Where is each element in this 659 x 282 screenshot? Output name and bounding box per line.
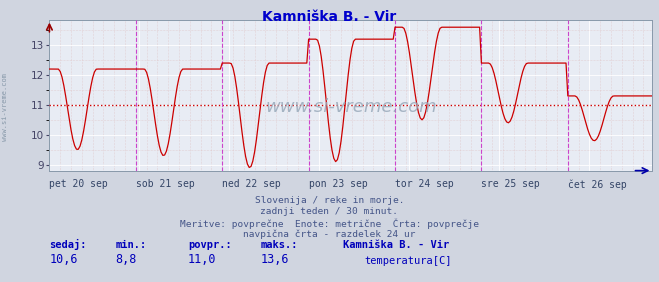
Text: pet 20 sep: pet 20 sep [49, 179, 108, 189]
Text: čet 26 sep: čet 26 sep [568, 179, 627, 190]
Text: 13,6: 13,6 [260, 254, 289, 266]
Text: sedaj:: sedaj: [49, 239, 87, 250]
Text: 11,0: 11,0 [188, 254, 216, 266]
Text: temperatura[C]: temperatura[C] [364, 257, 452, 266]
Text: povpr.:: povpr.: [188, 240, 231, 250]
Text: tor 24 sep: tor 24 sep [395, 179, 454, 189]
Text: pon 23 sep: pon 23 sep [308, 179, 367, 189]
Text: ned 22 sep: ned 22 sep [222, 179, 281, 189]
Text: Kamniška B. - Vir: Kamniška B. - Vir [262, 10, 397, 24]
Text: Kamniška B. - Vir: Kamniška B. - Vir [343, 240, 449, 250]
Text: Slovenija / reke in morje.: Slovenija / reke in morje. [255, 196, 404, 205]
Text: 8,8: 8,8 [115, 254, 136, 266]
Text: www.si-vreme.com: www.si-vreme.com [2, 73, 9, 141]
Text: navpična črta - razdelek 24 ur: navpična črta - razdelek 24 ur [243, 230, 416, 239]
Text: min.:: min.: [115, 240, 146, 250]
Text: 10,6: 10,6 [49, 254, 78, 266]
Text: www.si-vreme.com: www.si-vreme.com [265, 98, 437, 116]
Text: Meritve: povprečne  Enote: metrične  Črta: povprečje: Meritve: povprečne Enote: metrične Črta:… [180, 219, 479, 229]
Text: zadnji teden / 30 minut.: zadnji teden / 30 minut. [260, 207, 399, 216]
Text: sre 25 sep: sre 25 sep [482, 179, 540, 189]
Text: sob 21 sep: sob 21 sep [136, 179, 194, 189]
Text: maks.:: maks.: [260, 240, 298, 250]
